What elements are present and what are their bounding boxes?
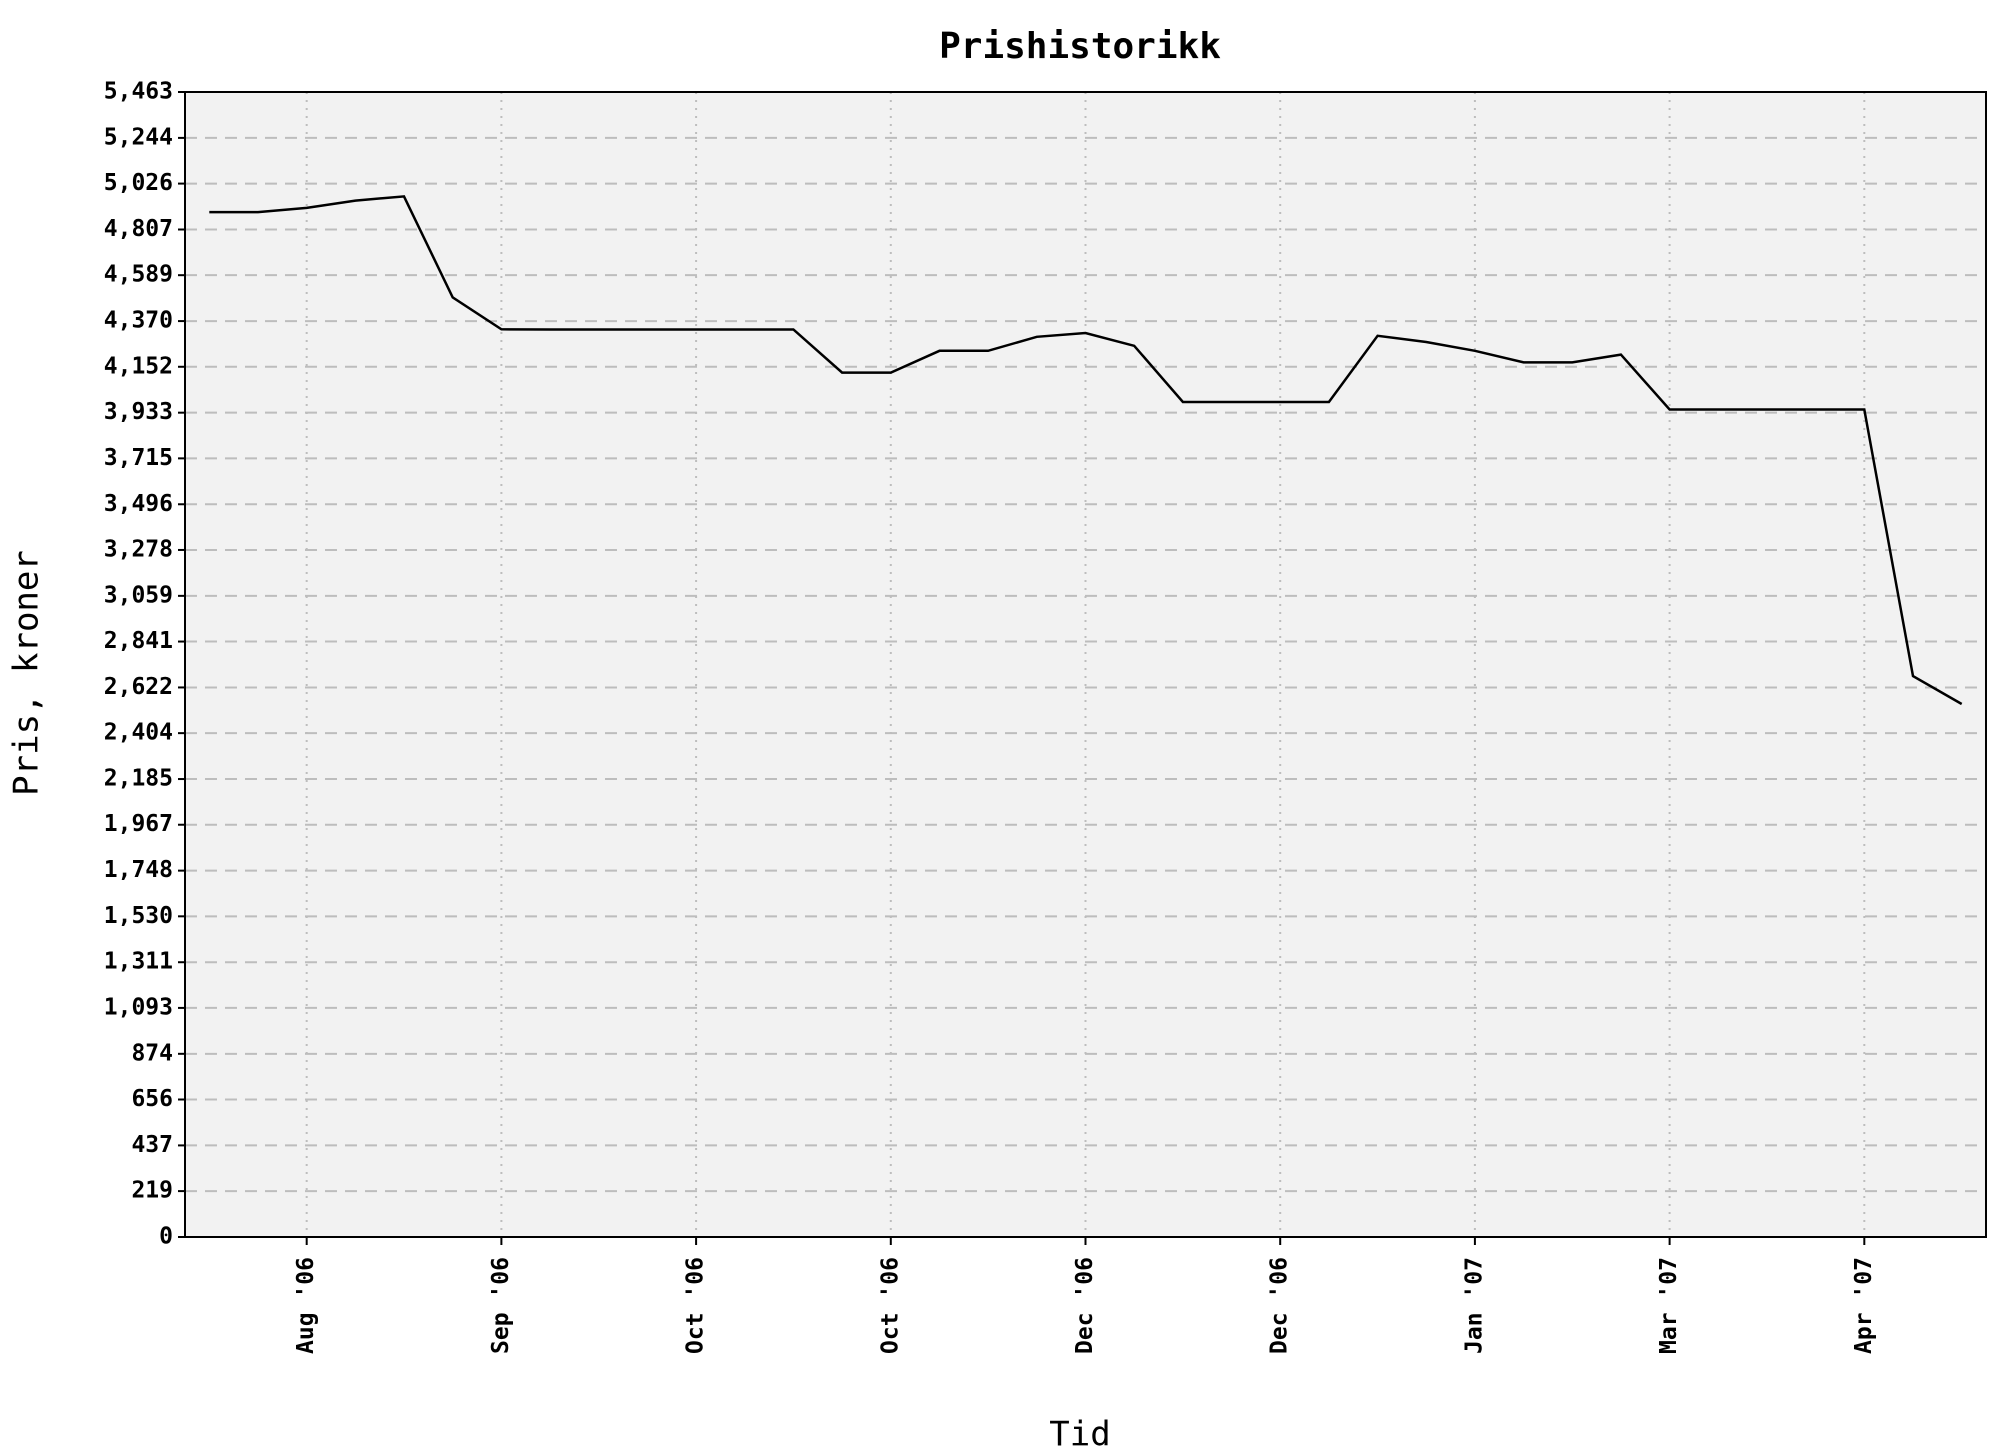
y-tick-label: 4,589	[104, 262, 173, 288]
y-tick-label: 4,370	[104, 308, 173, 334]
price-line	[209, 195, 1963, 706]
y-tick-label: 874	[131, 1040, 173, 1066]
x-tick-label: Sep '06	[488, 1257, 514, 1354]
y-tick-label: 3,715	[104, 445, 173, 471]
y-tick-label: 3,933	[104, 399, 173, 425]
grid	[185, 91, 1986, 1238]
y-tick-label: 1,967	[104, 811, 173, 837]
y-tick-label: 3,278	[104, 536, 173, 562]
y-tick-label: 4,152	[104, 353, 173, 379]
x-tick-label: Dec '06	[1072, 1257, 1098, 1354]
y-tick-label: 219	[131, 1178, 173, 1204]
x-tick-label: Oct '06	[683, 1257, 709, 1354]
y-tick-label: 0	[159, 1224, 173, 1250]
plot-area	[185, 92, 1986, 1237]
y-axis-title: Pris, kroner	[7, 550, 47, 796]
marks	[209, 195, 1963, 706]
x-tick-label: Dec '06	[1267, 1257, 1293, 1354]
x-tick-label: Aug '06	[293, 1257, 319, 1354]
y-tick-label: 3,496	[104, 491, 173, 517]
y-tick-label: 2,622	[104, 674, 173, 700]
x-tick-label: Mar '07	[1656, 1257, 1682, 1354]
y-tick-label: 437	[131, 1132, 173, 1158]
y-tick-label: 656	[131, 1086, 173, 1112]
chart-title: Prishistorikk	[939, 26, 1221, 67]
x-tick-label: Oct '06	[877, 1257, 903, 1354]
x-axis-title: Tid	[1049, 1415, 1110, 1455]
y-tick-label: 2,404	[104, 720, 173, 746]
y-tick-label: 3,059	[104, 582, 173, 608]
x-tick-label: Apr '07	[1851, 1257, 1877, 1354]
y-tick-label: 2,841	[104, 628, 173, 654]
y-tick-label: 1,311	[104, 949, 173, 975]
x-tick-label: Jan '07	[1461, 1257, 1487, 1354]
y-tick-label: 5,244	[104, 124, 173, 150]
y-tick-label: 1,530	[104, 903, 173, 929]
y-tick-label: 5,026	[104, 170, 173, 196]
y-tick-label: 1,093	[104, 994, 173, 1020]
y-tick-label: 4,807	[104, 216, 173, 242]
y-tick-label: 2,185	[104, 766, 173, 792]
y-tick-label: 1,748	[104, 857, 173, 883]
y-tick-label: 5,463	[104, 79, 173, 105]
